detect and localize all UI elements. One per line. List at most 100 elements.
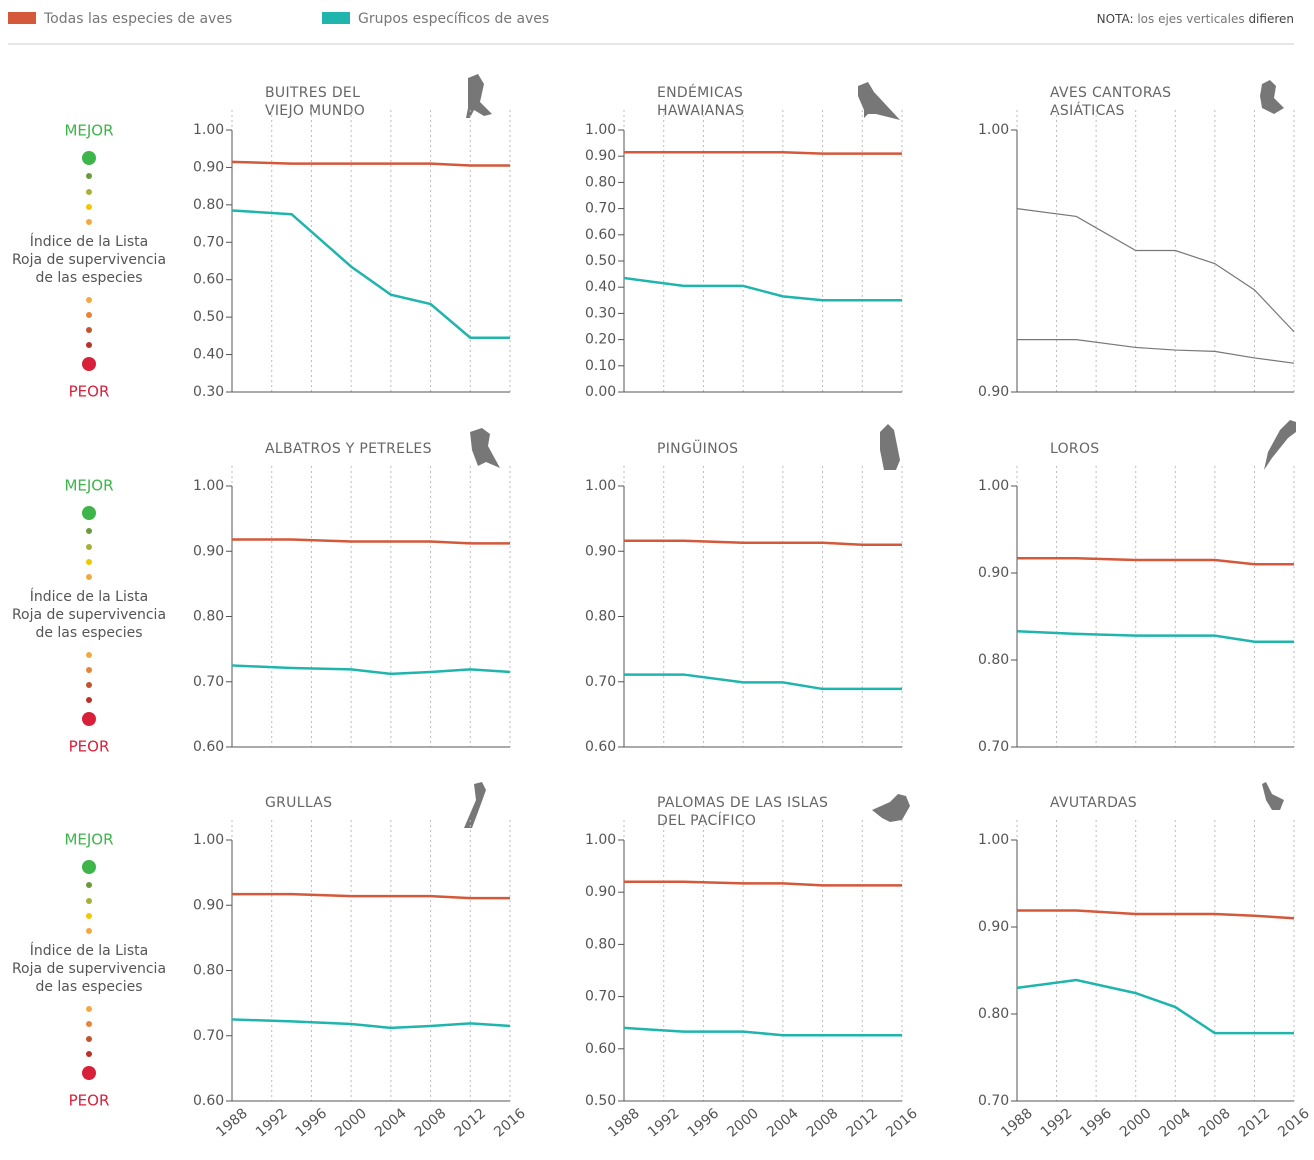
chart-title: AVES CANTORAS [1050,85,1171,101]
y-tick-label: 0.00 [585,384,616,400]
scale-label: Roja de supervivencia [12,607,166,623]
x-tick-label: 1992 [1038,1105,1076,1140]
x-tick-label: 2016 [883,1105,921,1140]
x-tick-label: 2004 [764,1105,802,1140]
y-tick-label: 0.80 [978,652,1009,668]
x-tick-label: 2012 [843,1105,881,1140]
icon [1260,80,1284,114]
series-line [231,209,510,339]
icon [466,74,492,118]
y-tick-label: 0.40 [585,279,616,295]
note-part: NOTA: [1097,12,1134,26]
scale-dot [86,574,92,580]
y-tick-label: 0.70 [585,989,616,1005]
chart-title: PALOMAS DE LAS ISLAS [657,795,828,811]
scale-dot [86,667,92,673]
chart-title: HAWAIANAS [657,103,744,119]
series-line [1016,630,1294,643]
series-line [232,538,510,545]
scale-dot [86,528,92,534]
y-tick-label: 0.80 [978,1006,1009,1022]
x-tick-label: 2016 [1275,1105,1313,1140]
legend-swatch [322,12,350,24]
y-tick-label: 0.80 [193,963,224,979]
y-tick-label: 1.00 [193,832,224,848]
scale-dot [86,297,92,303]
x-tick-label: 2012 [451,1105,489,1140]
series-line [624,539,902,546]
y-tick-label: 0.60 [193,272,224,288]
chart-title: ENDÉMICAS [657,84,743,101]
series-line [624,880,902,887]
scale-dot [86,189,92,195]
scale-dot [82,151,96,165]
chart-title: PINGÜINOS [657,439,738,457]
icon [858,82,900,120]
scale-label: de las especies [35,979,142,995]
y-tick-label: 1.00 [585,478,616,494]
y-tick-label: 1.00 [978,478,1009,494]
scale-label: Índice de la Lista [30,588,148,605]
y-tick-label: 0.50 [585,1093,616,1109]
y-tick-label: 0.70 [978,1093,1009,1109]
x-tick-label: 2004 [372,1105,410,1140]
y-tick-label: 1.00 [193,478,224,494]
y-tick-label: 0.80 [585,174,616,190]
x-tick-label: 1996 [1077,1105,1115,1140]
scale-dot [82,712,96,726]
x-tick-label: 2016 [491,1105,529,1140]
x-tick-label: 2008 [412,1105,450,1140]
x-tick-label: 2008 [1196,1105,1234,1140]
y-tick-label: 0.90 [585,543,616,559]
chart-title: DEL PACÍFICO [657,812,756,829]
y-tick-label: 1.00 [585,122,616,138]
x-tick-label: 1996 [685,1105,723,1140]
scale-dot [86,697,92,703]
scale-label: Roja de supervivencia [12,961,166,977]
x-tick-label: 1996 [293,1105,331,1140]
y-tick-label: 1.00 [978,122,1009,138]
y-tick-label: 0.80 [585,609,616,625]
y-tick-label: 0.90 [585,884,616,900]
y-tick-label: 1.00 [978,832,1009,848]
y-tick-label: 0.90 [978,565,1009,581]
y-tick-label: 0.30 [193,384,224,400]
y-tick-label: 0.70 [978,739,1009,755]
y-tick-label: 0.90 [978,384,1009,400]
scale-dot [86,682,92,688]
x-tick-label: 2000 [1117,1105,1155,1140]
y-tick-label: 0.90 [978,919,1009,935]
scale-label: Índice de la Lista [30,233,148,250]
y-tick-label: 0.70 [193,234,224,250]
legend-label: Todas las especies de aves [43,11,232,27]
best-label: MEJOR [64,477,113,495]
x-tick-label: 1992 [253,1105,291,1140]
y-tick-label: 1.00 [585,832,616,848]
scale-dot [86,1021,92,1027]
y-tick-label: 0.80 [193,197,224,213]
chart-title: VIEJO MUNDO [265,103,365,119]
scale-label: de las especies [35,270,142,286]
scale-dot [86,219,92,225]
icon [1264,420,1296,470]
scale-dot [86,913,92,919]
chart-title: ASIÁTICAS [1050,102,1125,119]
icon [880,424,900,470]
y-tick-label: 0.60 [585,1041,616,1057]
scale-dot [86,312,92,318]
series-line [1017,339,1295,364]
worst-label: PEOR [69,1092,110,1110]
series-line [1017,909,1295,920]
y-tick-label: 0.50 [585,253,616,269]
best-label: MEJOR [64,122,113,140]
scale-label: de las especies [35,625,142,641]
y-tick-label: 0.10 [585,358,616,374]
x-tick-label: 2012 [1236,1105,1274,1140]
x-tick-label: 1988 [605,1105,643,1140]
scale-label: Índice de la Lista [30,942,148,959]
scale-dot [82,860,96,874]
scale-dot [86,342,92,348]
y-tick-label: 0.60 [585,739,616,755]
y-tick-label: 0.70 [585,201,616,217]
